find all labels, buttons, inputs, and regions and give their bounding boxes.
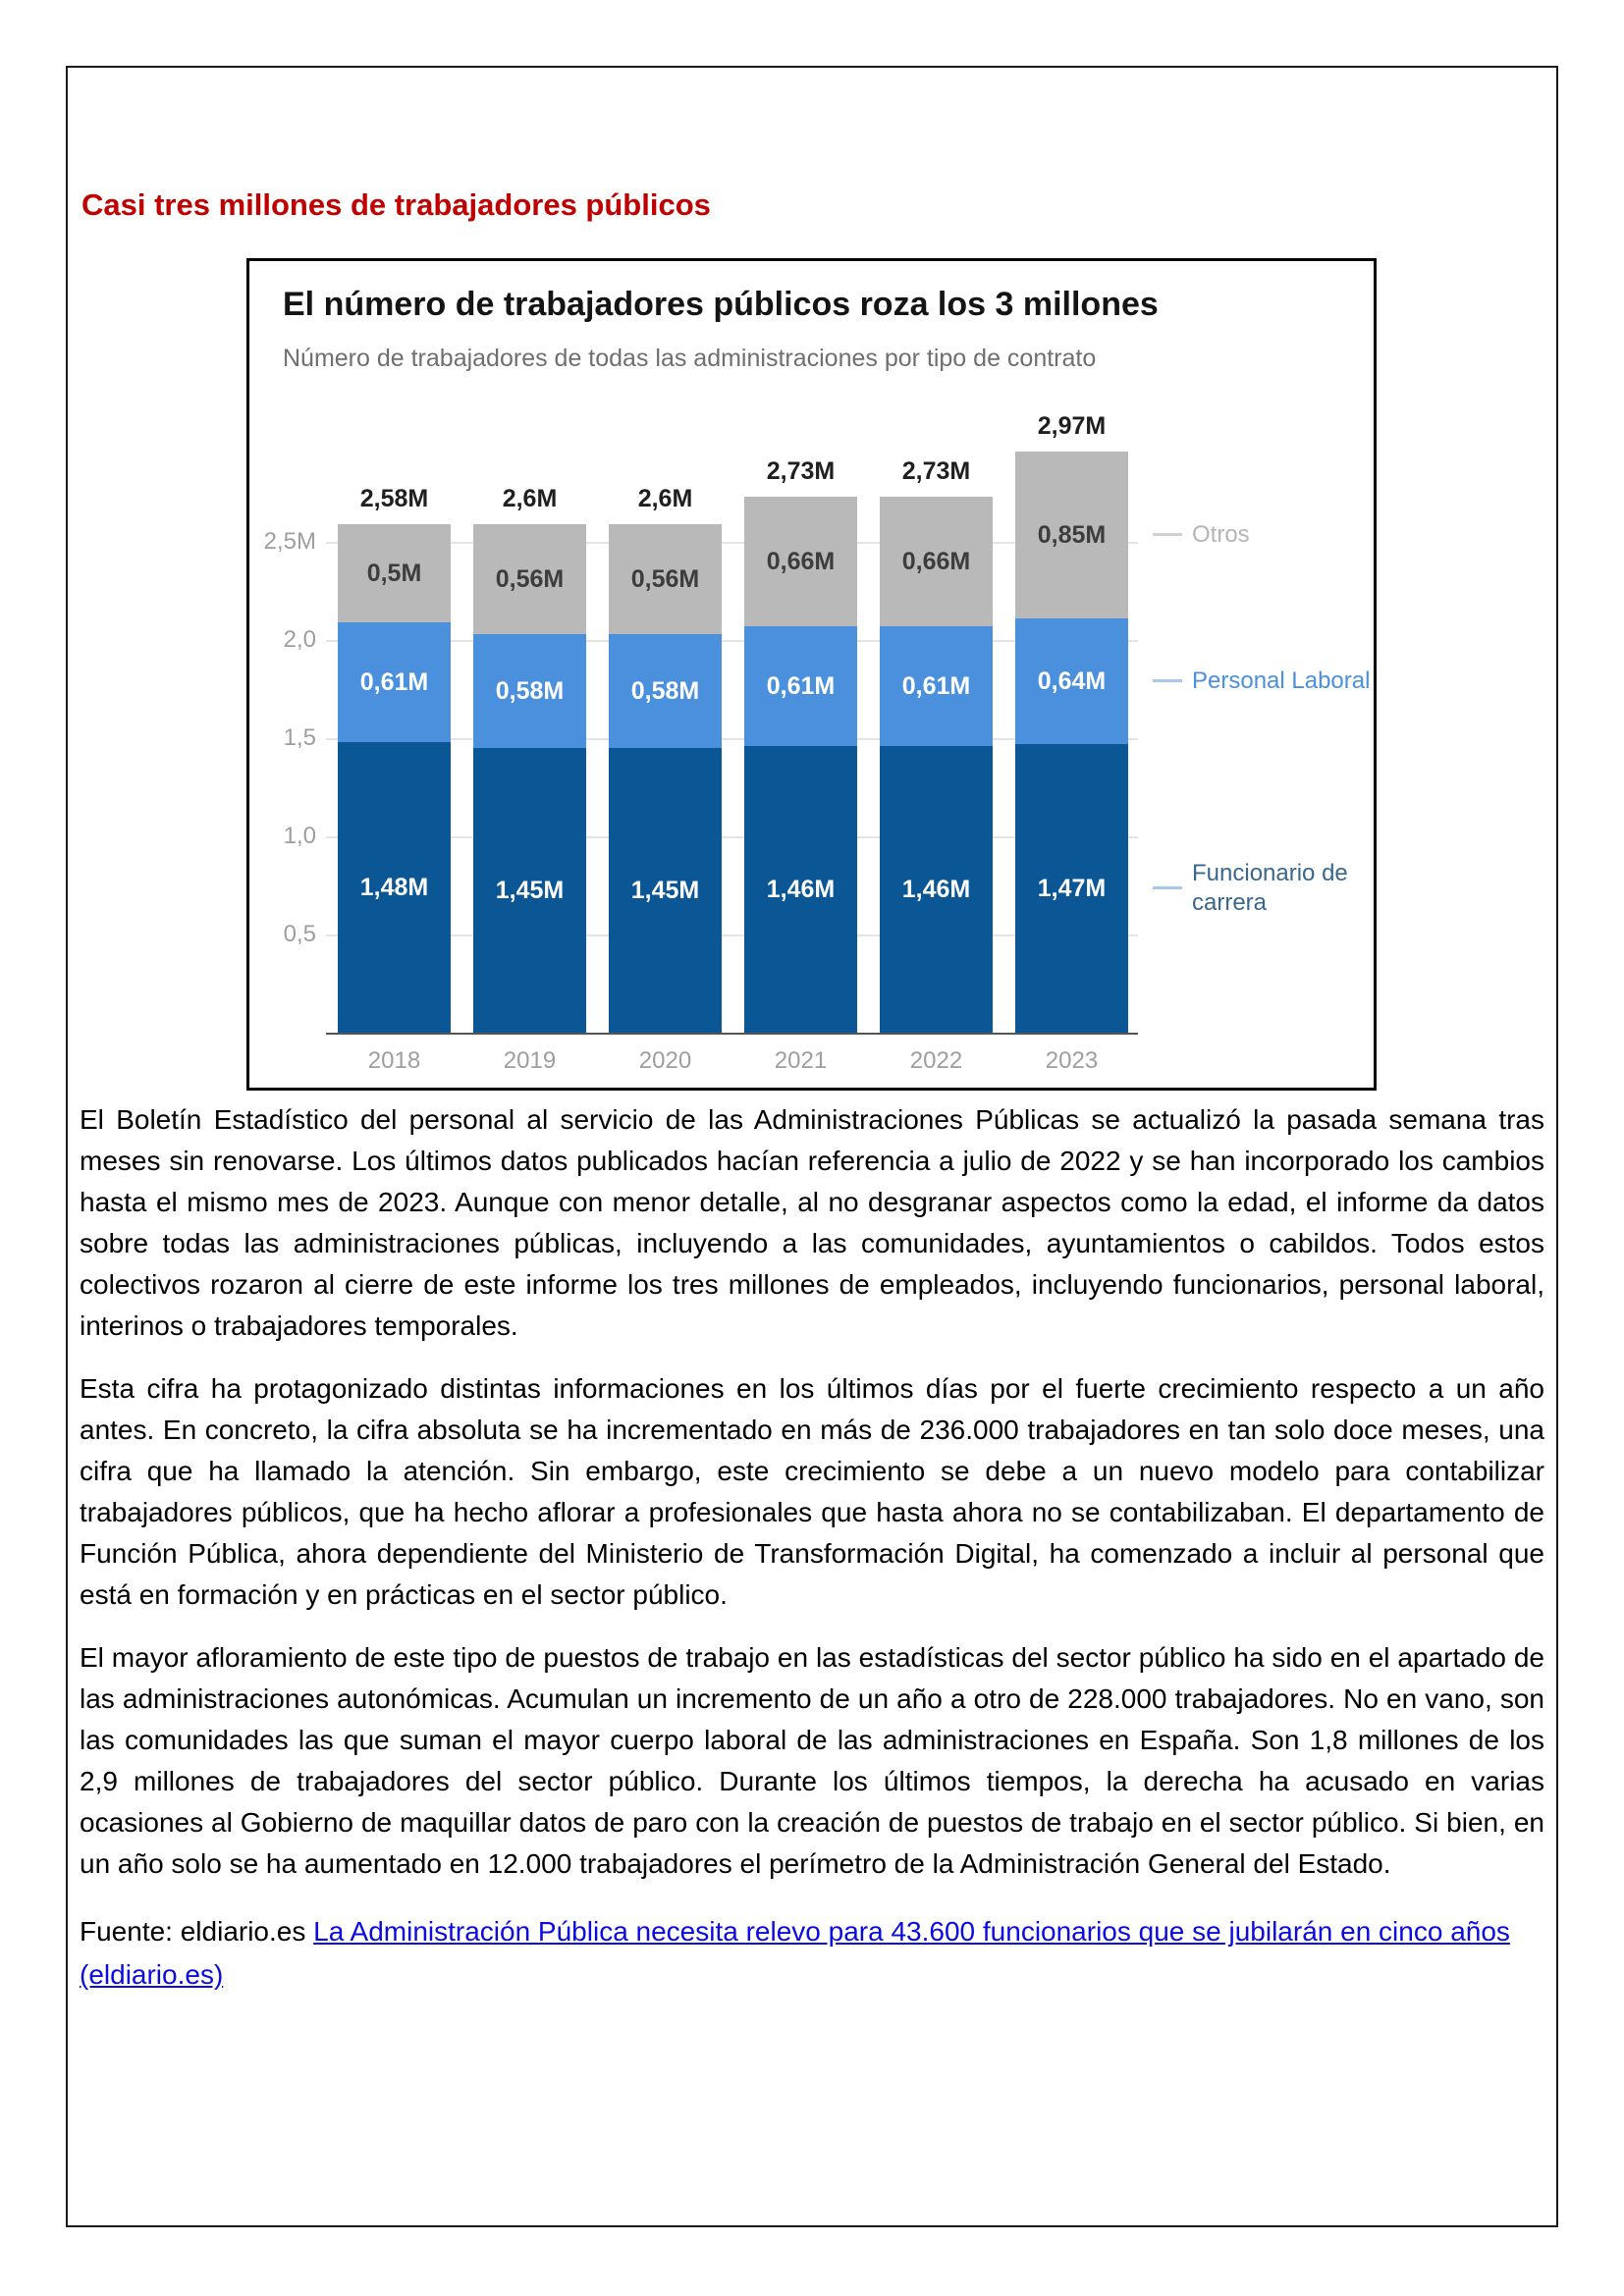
paragraph-1: El Boletín Estadístico del personal al s… [80, 1104, 1544, 1341]
bar-segment [338, 622, 451, 742]
source-line: Fuente: eldiario.es La Administración Pú… [80, 1910, 1544, 1997]
y-axis-tick-label: 1,0 [283, 823, 316, 849]
bar-segment [609, 634, 722, 748]
x-axis-year-label: 2020 [638, 1047, 692, 1074]
bar-segment-value-label: 1,48M [359, 874, 429, 901]
bar-segment-value-label: 1,45M [630, 877, 700, 904]
y-axis-tick-label: 0,5 [283, 921, 316, 947]
bar-segment [338, 742, 451, 1033]
paragraph-2: Esta cifra ha protagonizado distintas in… [80, 1373, 1544, 1610]
bar-segment [1015, 744, 1128, 1033]
bar-segment-value-label: 0,64M [1037, 667, 1107, 695]
bar-total-label: 2,6M [502, 485, 558, 512]
document-page: Casi tres millones de trabajadores públi… [66, 66, 1558, 2227]
y-axis-tick-label: 1,5 [283, 724, 316, 751]
legend-leader-line [1153, 533, 1182, 536]
x-axis-year-label: 2022 [909, 1047, 963, 1074]
gridline [326, 836, 1138, 838]
gridline [326, 934, 1138, 936]
legend-label: Funcionario de carrera [1192, 860, 1348, 916]
bar-segment [473, 748, 586, 1033]
paragraph-3: El mayor afloramiento de este tipo de pu… [80, 1642, 1544, 1879]
x-axis-year-label: 2023 [1045, 1047, 1099, 1074]
bar-segment-value-label: 0,61M [359, 668, 429, 696]
x-axis-year-label: 2018 [367, 1047, 421, 1074]
y-axis-tick-label: 2,0 [283, 626, 316, 653]
bar-segment-value-label: 0,5M [366, 560, 422, 587]
x-axis-year-label: 2021 [774, 1047, 828, 1074]
legend-leader-line [1153, 679, 1182, 682]
bar-segment-value-label: 0,66M [766, 548, 836, 575]
bar-segment-value-label: 0,56M [630, 565, 700, 593]
legend-label: Personal Laboral [1192, 667, 1371, 694]
bar-segment-value-label: 0,58M [495, 677, 565, 705]
bar-segment [744, 497, 857, 626]
source-prefix: Fuente: eldiario.es [80, 1916, 314, 1947]
source-link[interactable]: La Administración Pública necesita relev… [80, 1916, 1510, 1990]
y-axis-tick-label: 2,5M [263, 528, 316, 555]
bar-segment-value-label: 1,46M [766, 876, 836, 903]
bar-segment-value-label: 1,45M [495, 877, 565, 904]
legend-label: Otros [1192, 521, 1250, 548]
bar-segment-value-label: 1,46M [901, 876, 971, 903]
legend-leader-line [1153, 886, 1182, 889]
bar-segment-value-label: 0,56M [495, 565, 565, 593]
x-axis-baseline [326, 1033, 1138, 1035]
bar-total-label: 2,73M [766, 457, 836, 485]
bar-segment [338, 524, 451, 622]
bar-segment-value-label: 0,58M [630, 677, 700, 705]
gridline [326, 738, 1138, 740]
bar-segment [609, 524, 722, 634]
bar-segment [880, 746, 993, 1033]
bar-segment-value-label: 0,61M [766, 672, 836, 700]
bar-segment [880, 626, 993, 746]
bar-segment-value-label: 0,66M [901, 548, 971, 575]
bar-segment [1015, 452, 1128, 618]
bar-segment [609, 748, 722, 1033]
gridline [326, 640, 1138, 642]
bar-segment [1015, 618, 1128, 744]
x-axis-year-label: 2019 [503, 1047, 557, 1074]
bar-total-label: 2,73M [901, 457, 971, 485]
bar-segment [744, 626, 857, 746]
bar-total-label: 2,58M [359, 485, 429, 512]
bar-total-label: 2,97M [1037, 412, 1107, 440]
bar-segment [473, 524, 586, 634]
bar-segment-value-label: 1,47M [1037, 875, 1107, 902]
gridline [326, 542, 1138, 544]
bar-total-label: 2,6M [637, 485, 693, 512]
bar-segment-value-label: 0,85M [1037, 521, 1107, 549]
chart-subtitle: Número de trabajadores de todas las admi… [283, 345, 1097, 372]
chart-title: El número de trabajadores públicos roza … [283, 286, 1159, 323]
chart-plot-area: 0,5 1,0 1,5 2,0 2,5M 1,48M 0,61M 0,5M 2,58M 2018 1… [249, 385, 1374, 1077]
bar-segment-value-label: 0,61M [901, 672, 971, 700]
page-title: Casi tres millones de trabajadores públi… [81, 187, 711, 222]
bar-segment [744, 746, 857, 1033]
employment-chart: El número de trabajadores públicos roza … [246, 258, 1377, 1091]
bar-segment [473, 634, 586, 748]
bar-segment [880, 497, 993, 626]
